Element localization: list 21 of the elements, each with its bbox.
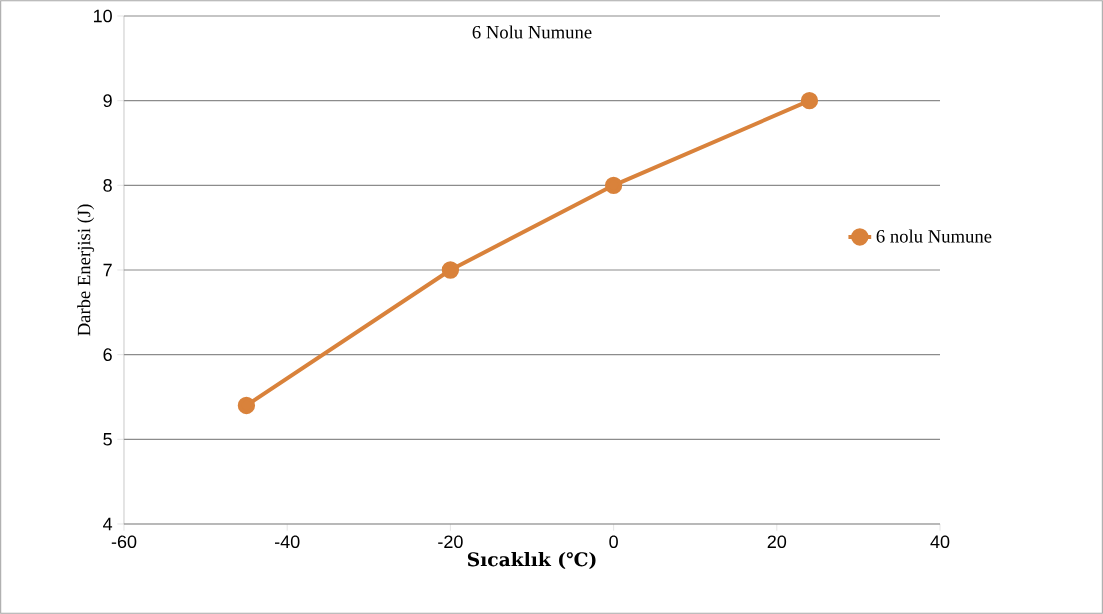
y-tick-label: 10 xyxy=(93,9,112,23)
point xyxy=(441,261,460,279)
x-axis-title: Sıcaklık (℃) xyxy=(467,551,596,570)
chart-title: 6 Nolu Numune xyxy=(472,25,592,39)
point xyxy=(604,176,623,194)
legend-label: 6 nolu Numune xyxy=(876,229,992,243)
y-tick-label: 8 xyxy=(103,178,112,192)
x-tick-label: 0 xyxy=(609,535,618,549)
y-tick-label: 4 xyxy=(103,517,113,531)
y-axis-title: Darbe Enerjisi (J) xyxy=(77,204,95,336)
x-tick-label: 40 xyxy=(930,535,950,549)
point xyxy=(237,396,256,415)
y-tick-label: 5 xyxy=(103,433,112,446)
x-tick-label: 20 xyxy=(767,535,787,549)
x-tick-label: -60 xyxy=(111,535,137,549)
x-tick-label: -40 xyxy=(274,535,300,549)
y-tick-label: 6 xyxy=(103,348,112,362)
y-tick-label: 9 xyxy=(103,94,112,108)
y-tick-label: 7 xyxy=(103,263,112,277)
point xyxy=(800,92,819,110)
x-tick-label: -20 xyxy=(438,535,463,549)
